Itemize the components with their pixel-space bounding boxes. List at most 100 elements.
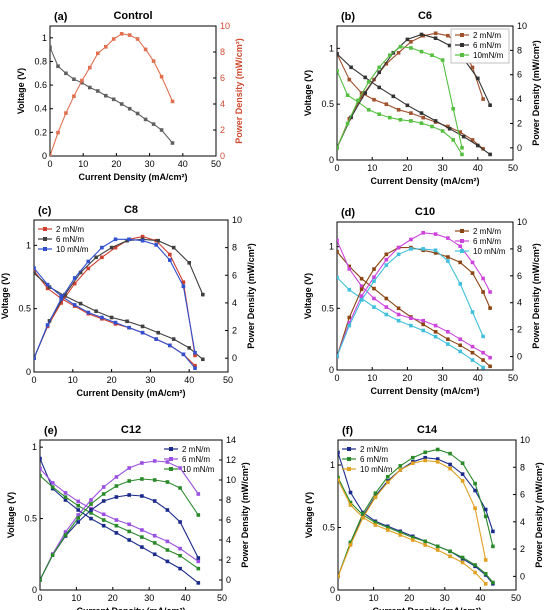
y-axis-label: Voltage (V) bbox=[303, 273, 313, 319]
data-point bbox=[488, 306, 492, 310]
data-point bbox=[127, 538, 131, 542]
data-point bbox=[476, 76, 480, 81]
data-point bbox=[372, 296, 376, 301]
data-point bbox=[196, 566, 201, 571]
data-point bbox=[451, 107, 455, 111]
data-point bbox=[377, 112, 381, 116]
data-point bbox=[409, 46, 413, 50]
data-point bbox=[386, 525, 390, 530]
data-point bbox=[114, 518, 119, 522]
data-point bbox=[460, 152, 464, 157]
data-point bbox=[473, 563, 477, 567]
series-line bbox=[337, 240, 491, 359]
x-tick-label: 40 bbox=[473, 373, 483, 383]
data-point bbox=[491, 580, 495, 585]
legend-entry: 6 mN/m bbox=[182, 455, 210, 464]
data-point bbox=[448, 466, 452, 471]
data-point bbox=[135, 37, 140, 41]
series-line bbox=[338, 477, 494, 583]
y2-tick-label: 12 bbox=[226, 455, 236, 465]
data-point bbox=[196, 581, 201, 585]
data-point bbox=[373, 495, 378, 500]
x-tick-label: 30 bbox=[145, 375, 155, 385]
legend-entry: 6 mN/m bbox=[56, 235, 84, 244]
data-point bbox=[359, 298, 364, 302]
data-point bbox=[359, 94, 364, 99]
data-point bbox=[113, 245, 118, 250]
data-point bbox=[114, 531, 119, 535]
x-tick-label: 50 bbox=[211, 159, 221, 169]
data-point bbox=[470, 65, 475, 70]
data-point bbox=[165, 508, 170, 512]
data-point bbox=[34, 268, 36, 273]
data-point bbox=[113, 320, 118, 325]
data-point bbox=[398, 44, 403, 49]
data-point bbox=[349, 65, 353, 70]
data-point bbox=[156, 330, 160, 335]
x-tick-label: 40 bbox=[184, 375, 194, 385]
data-point bbox=[187, 261, 191, 265]
data-point bbox=[446, 337, 450, 341]
y-tick-label: 0 bbox=[26, 367, 31, 377]
data-point bbox=[114, 484, 119, 488]
data-point bbox=[34, 356, 36, 360]
y2-tick-label: 6 bbox=[226, 515, 231, 525]
data-point bbox=[89, 511, 93, 515]
y2-tick-label: 4 bbox=[517, 298, 522, 308]
data-point bbox=[152, 541, 157, 545]
data-point bbox=[388, 115, 392, 120]
data-point bbox=[470, 350, 475, 355]
data-point bbox=[421, 231, 425, 235]
data-point bbox=[89, 516, 93, 521]
data-point bbox=[59, 297, 63, 301]
data-point bbox=[433, 119, 438, 123]
legend-swatch-marker bbox=[169, 467, 173, 471]
data-point bbox=[127, 237, 131, 242]
data-point bbox=[50, 45, 52, 50]
data-point bbox=[396, 318, 401, 323]
legend-swatch-marker bbox=[460, 229, 464, 233]
chart-panel: (e)C120102030405000.5102468101214Current… bbox=[6, 424, 250, 610]
y2-tick-label: 0 bbox=[226, 575, 231, 585]
data-point bbox=[366, 108, 371, 112]
x-tick-label: 0 bbox=[47, 159, 52, 169]
data-point bbox=[373, 491, 378, 495]
data-point bbox=[178, 520, 182, 524]
data-point bbox=[94, 255, 98, 260]
data-point bbox=[348, 490, 353, 495]
data-point bbox=[373, 520, 378, 525]
data-point bbox=[488, 355, 492, 360]
data-point bbox=[168, 252, 172, 257]
data-point bbox=[488, 103, 492, 107]
data-point bbox=[396, 108, 401, 112]
y-tick-label: 1 bbox=[329, 242, 334, 252]
data-point bbox=[80, 78, 84, 83]
chart-title: C8 bbox=[124, 204, 138, 216]
x-tick-label: 20 bbox=[404, 593, 414, 603]
data-point bbox=[384, 62, 389, 66]
data-point bbox=[135, 111, 140, 116]
panel-label: (c) bbox=[38, 205, 52, 217]
data-point bbox=[337, 249, 339, 254]
y-tick-label: 0 bbox=[329, 365, 334, 375]
data-point bbox=[104, 45, 108, 49]
x-axis-label: Current Density (mA/cm²) bbox=[76, 606, 185, 610]
data-point bbox=[488, 290, 492, 294]
data-point bbox=[47, 285, 52, 289]
data-point bbox=[127, 493, 131, 497]
x-tick-label: 0 bbox=[31, 375, 36, 385]
data-point bbox=[40, 456, 42, 461]
data-point bbox=[421, 247, 425, 251]
data-point bbox=[86, 266, 91, 271]
data-point bbox=[89, 502, 93, 506]
data-point bbox=[40, 473, 42, 478]
data-point bbox=[366, 80, 371, 84]
panel-label: (f) bbox=[342, 425, 353, 437]
series-group bbox=[337, 31, 492, 157]
data-point bbox=[76, 516, 80, 520]
data-point bbox=[430, 124, 434, 129]
legend-swatch-marker bbox=[347, 457, 351, 461]
data-point bbox=[152, 478, 157, 482]
data-point bbox=[96, 51, 100, 56]
data-point bbox=[488, 364, 492, 369]
